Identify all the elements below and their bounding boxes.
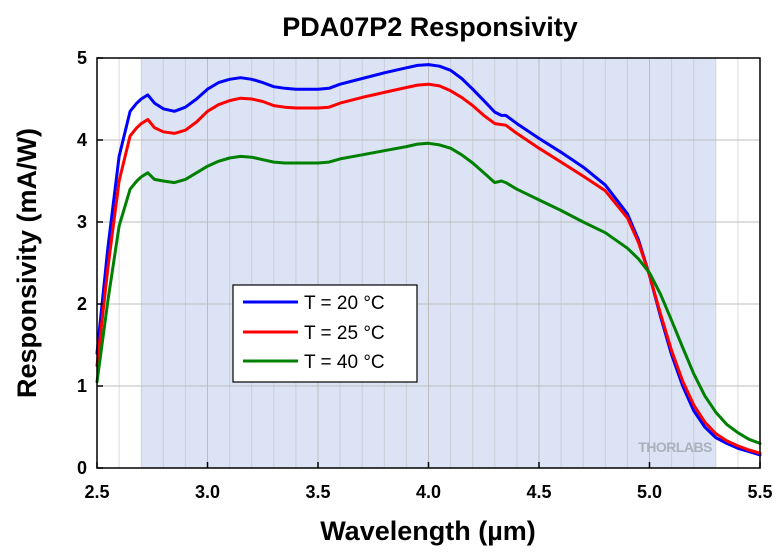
x-tick-labels: 2.5 3.0 3.5 4.0 4.5 5.0 5.5	[84, 482, 772, 502]
thorlabs-watermark: THORLABS	[638, 439, 712, 455]
y-tick-label: 3	[77, 212, 87, 232]
series-line-2	[95, 82, 762, 455]
y-axis-label: Responsivity (mA/W)	[12, 128, 42, 398]
y-tick-label: 4	[77, 130, 87, 150]
legend-label-20c: T = 20 °C	[304, 293, 385, 314]
grid-lines	[97, 58, 760, 468]
y-tick-label: 1	[77, 376, 87, 396]
x-tick-label: 5.5	[747, 482, 772, 502]
x-tick-label: 4.5	[526, 482, 551, 502]
series-line-3	[95, 141, 762, 445]
legend: T = 20 °C T = 25 °C T = 40 °C	[232, 284, 418, 383]
x-tick-label: 4.0	[416, 482, 441, 502]
x-tick-label: 2.5	[84, 482, 109, 502]
x-tick-label: 5.0	[637, 482, 662, 502]
legend-label-25c: T = 25 °C	[304, 323, 385, 344]
series-group	[95, 63, 762, 457]
x-axis-label: Wavelength (µm)	[320, 516, 536, 546]
chart-title: PDA07P2 Responsivity	[282, 12, 578, 42]
y-tick-labels: 0 1 2 3 4 5	[77, 48, 87, 478]
y-tick-label: 0	[77, 458, 87, 478]
legend-label-40c: T = 40 °C	[304, 352, 385, 373]
y-tick-label: 5	[77, 48, 87, 68]
axis-ticks	[96, 57, 761, 469]
x-tick-label: 3.0	[195, 482, 220, 502]
y-tick-label: 2	[77, 294, 87, 314]
x-tick-label: 3.5	[305, 482, 330, 502]
